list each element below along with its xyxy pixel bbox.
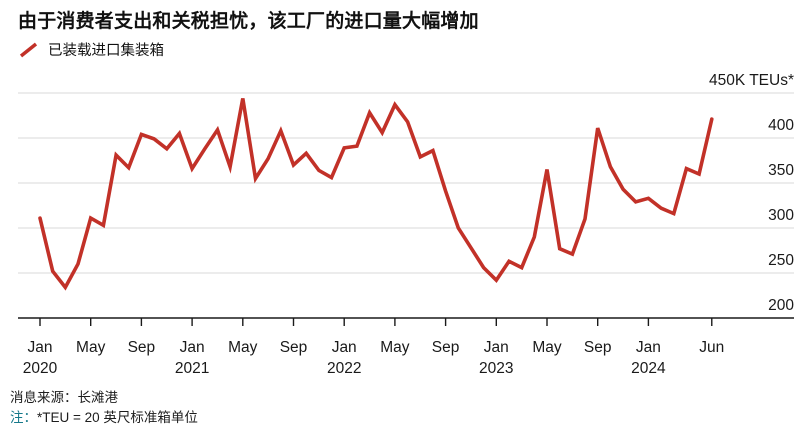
x-tick-month-label: Sep [432,339,460,356]
x-tick-month-label: Jan [28,339,53,356]
note-body: *TEU = 20 英尺标准箱单位 [37,410,198,425]
footer: 消息来源：长滩港 注：*TEU = 20 英尺标准箱单位 [10,388,198,428]
y-tick-label: 200 [768,297,794,314]
y-tick-label: 250 [768,252,794,269]
x-tick-year-label: 2020 [23,360,58,377]
x-tick-year-label: 2021 [175,360,209,377]
chart-title: 由于消费者支出和关税担忧，该工厂的进口量大幅增加 [18,11,479,32]
legend: 已装载进口集装箱 [18,39,164,60]
y-tick-label: 400 [768,117,794,134]
x-tick-month-label: May [532,339,562,356]
x-tick-month-label: Sep [584,339,612,356]
x-tick-month-label: May [380,339,410,356]
y-axis-unit-label: 450K TEUs* [709,72,794,89]
legend-line-swatch-icon [19,42,38,57]
x-tick-month-label: Sep [280,339,308,356]
note-prefix: 注： [10,410,37,425]
x-tick-month-label: Jan [636,339,661,356]
x-tick-month-label: Jan [332,339,357,356]
legend-label: 已装载进口集装箱 [48,43,164,59]
x-tick-year-label: 2023 [479,360,513,377]
x-tick-year-label: 2022 [327,360,361,377]
y-tick-label: 300 [768,207,794,224]
x-tick-month-label: Sep [128,339,156,356]
x-tick-month-label: Jun [699,339,724,356]
x-tick-year-label: 2024 [631,360,666,377]
data-line-series [38,98,714,291]
x-tick-month-label: May [76,339,106,356]
x-tick-month-label: Jan [484,339,509,356]
note-line: 注：*TEU = 20 英尺标准箱单位 [10,408,198,428]
source-line: 消息来源：长滩港 [10,390,118,405]
x-tick-month-label: Jan [180,339,205,356]
y-tick-label: 350 [768,162,794,179]
x-tick-month-label: May [228,339,258,356]
